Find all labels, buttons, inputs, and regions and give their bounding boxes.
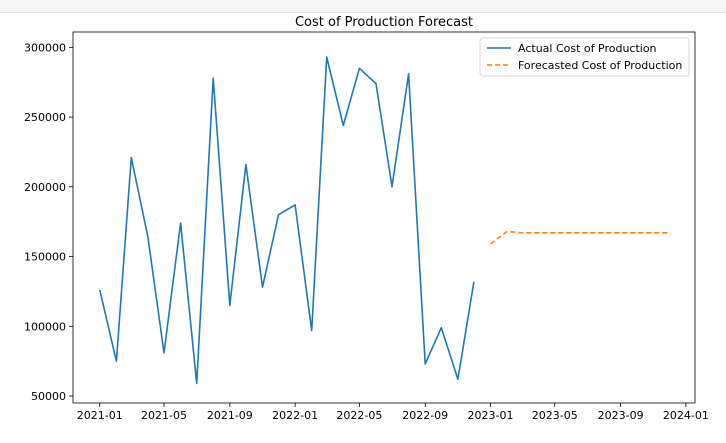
x-tick-label: 2023-09 [598, 409, 644, 422]
x-tick-label: 2022-01 [272, 409, 318, 422]
legend-box [479, 37, 690, 77]
y-tick-label: 150000 [24, 251, 66, 264]
chart-title: Cost of Production Forecast [295, 15, 473, 30]
x-tick-label: 2022-05 [336, 409, 382, 422]
x-tick-label: 2024-01 [663, 409, 709, 422]
series-layer [99, 56, 670, 385]
plot-area-frame [72, 31, 696, 404]
x-axis: 2021-01 2021-05 2021-09 2022-01 2022-05 2022-… [77, 403, 709, 422]
x-tick-label: 2021-05 [141, 409, 187, 422]
y-tick-label: 300000 [24, 41, 66, 54]
top-toolbar-strip [0, 0, 726, 13]
series-line-actual [99, 56, 475, 385]
x-tick-label: 2023-01 [468, 409, 514, 422]
legend: Actual Cost of Production Forecasted Cos… [479, 37, 690, 77]
legend-label-forecast: Forecasted Cost of Production [518, 59, 682, 72]
y-axis: 50000 100000 150000 200000 250000 300000 [24, 41, 73, 403]
y-tick-label: 50000 [31, 390, 66, 403]
x-tick-label: 2021-09 [207, 409, 253, 422]
legend-label-actual: Actual Cost of Production [518, 42, 657, 55]
x-tick-label: 2021-01 [77, 409, 123, 422]
series-line-forecast [490, 230, 670, 245]
y-tick-label: 100000 [24, 320, 66, 333]
x-tick-label: 2023-05 [532, 409, 578, 422]
y-tick-label: 200000 [24, 181, 66, 194]
y-tick-label: 250000 [24, 111, 66, 124]
x-tick-label: 2022-09 [402, 409, 448, 422]
